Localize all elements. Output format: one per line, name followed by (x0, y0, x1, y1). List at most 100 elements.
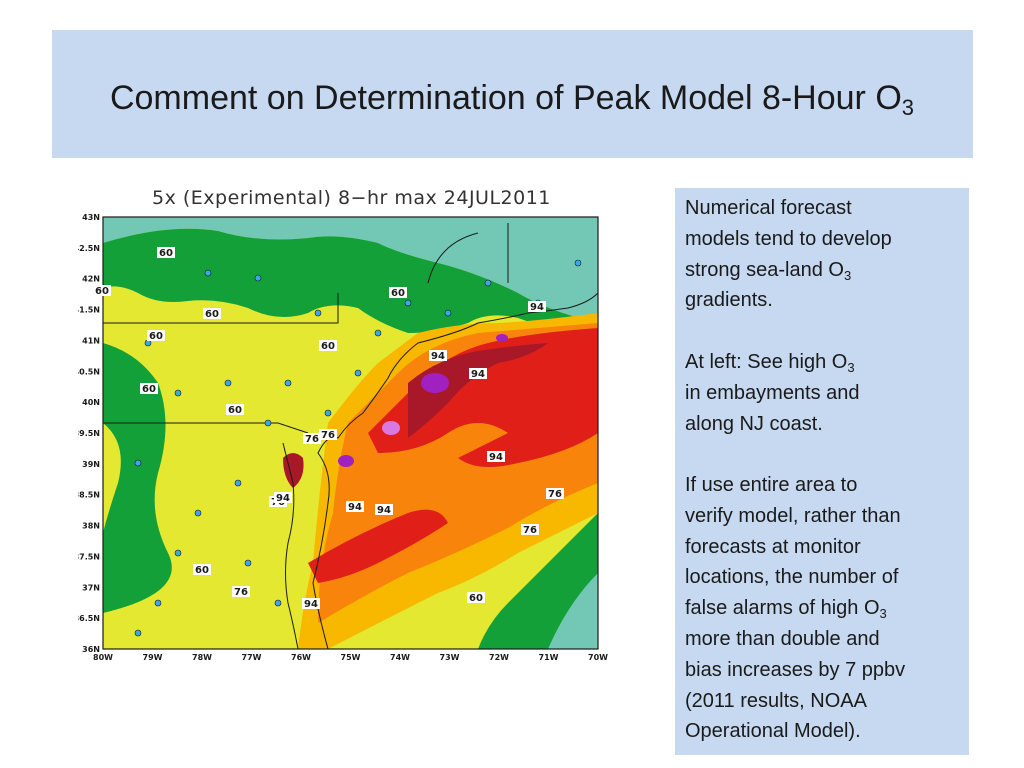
contour-label-bg (232, 586, 250, 597)
lat-label: 38N (82, 522, 100, 531)
contour-label-bg (193, 564, 211, 575)
lat-label: 39.5N (78, 429, 100, 438)
lon-label: 77W (242, 653, 262, 662)
lon-label: 76W (291, 653, 311, 662)
lat-label: 37N (82, 583, 100, 592)
subscript: 3 (847, 360, 855, 375)
p1-line: Numerical forecast (685, 197, 852, 219)
contour-label-bg (389, 287, 407, 298)
contour-label-bg (302, 598, 320, 609)
slide-title-text: Comment on Determination of Peak Model 8… (109, 79, 902, 117)
lat-label: 42.5N (78, 244, 100, 253)
contour-label: 76 (523, 525, 537, 536)
subscript: 3 (843, 267, 852, 283)
lon-label: 73W (440, 653, 460, 662)
contour-label-bg (528, 301, 546, 312)
lat-label: 36N (82, 645, 100, 654)
contour-label-bg (346, 501, 364, 512)
contour-label-bg (303, 433, 321, 444)
contour-label: 94 (276, 493, 290, 504)
slide-title: Comment on Determination of Peak Model 8… (0, 78, 1024, 128)
lat-label: 43N (82, 213, 100, 222)
contour-label-bg (319, 340, 337, 351)
contour-label: 60 (95, 286, 109, 297)
p3-line: Operational Model). (685, 720, 861, 743)
contour-label: 60 (228, 405, 242, 416)
p1-line: strong sea-land O (685, 258, 844, 281)
ozone-forecast-map: 43N 42.5N 42N 41.5N 41N 40.5N 40N 39.5N 39N 38.5N… (78, 213, 608, 662)
contour-label: 76 (234, 587, 248, 598)
contour-label-bg (203, 308, 221, 319)
contour-label: 94 (377, 505, 391, 516)
lat-label: 42N (82, 275, 100, 284)
contour-label: 76 (305, 434, 319, 445)
title-band (52, 30, 973, 158)
contour-label-bg (375, 504, 393, 515)
lat-label: 40N (82, 398, 100, 407)
contour-label-bg (469, 368, 487, 379)
contour-label: 60 (391, 288, 405, 299)
p3-line: If use entire area to (685, 474, 858, 496)
lon-label: 74W (390, 653, 410, 662)
contour-label: 94 (471, 369, 485, 380)
contour-label: 60 (195, 565, 209, 576)
contour-label-bg (467, 592, 485, 603)
p3-line: more than double and (685, 627, 880, 650)
subscript: 3 (879, 606, 887, 622)
lat-label: 41N (82, 336, 100, 345)
contour-label: 60 (205, 309, 219, 320)
p2-line: along NJ coast. (685, 412, 823, 435)
contour-label: 76 (548, 489, 562, 500)
lat-label: 37.5N (78, 552, 100, 561)
lon-label: 75W (341, 653, 361, 662)
slide-title-subscript: 3 (901, 95, 915, 120)
contour-label-bg (546, 488, 564, 499)
contour-label: 94 (530, 302, 544, 313)
contour-label: 60 (149, 331, 163, 342)
lon-label: 72W (489, 653, 509, 662)
contour-label: 94 (489, 452, 503, 463)
contour-label-bg (157, 247, 175, 258)
contour-label-bg (147, 330, 165, 341)
latitude-labels: 43N 42.5N 42N 41.5N 41N 40.5N 40N 39.5N 39N 38.5N… (78, 213, 100, 654)
p2-line: in embayments and (685, 381, 860, 404)
contour-label-bg (487, 451, 505, 462)
paragraph-3: If use entire area to verify model, rath… (685, 470, 965, 747)
contour-label-bg (274, 492, 292, 503)
p1-line: models tend to develop (685, 227, 892, 250)
lat-label: 38.5N (78, 491, 100, 500)
paragraph-2: At left: See high O3 in embayments and a… (685, 347, 965, 439)
contour-label: 60 (321, 341, 335, 352)
lat-label: 39N (82, 460, 100, 469)
p3-line: (2011 results, NOAA (685, 689, 867, 712)
p3-line: verify model, rather than (685, 504, 901, 527)
contour-label: 60 (159, 248, 173, 259)
contour-label-bg (93, 285, 111, 296)
lat-label: 36.5N (78, 614, 100, 623)
lon-label: 70W (588, 653, 608, 662)
text-panel (675, 188, 969, 755)
contour-label: 60 (142, 384, 156, 395)
contour-label: 76 (321, 430, 335, 441)
p3-line: locations, the number of (685, 566, 899, 589)
lat-label: 41.5N (78, 306, 100, 315)
contour-label-bg (140, 383, 158, 394)
longitude-labels: 80W 79W 78W 77W 76W 75W 74W 73W 72W 71W 70W (93, 653, 608, 662)
contour-label: 94 (431, 351, 445, 362)
contour-labels: 6060606060606060606076767676767694949494… (93, 247, 564, 610)
p3-line: bias increases by 7 ppbv (685, 658, 906, 681)
lon-label: 71W (539, 653, 559, 662)
p3-line: forecasts at monitor (685, 535, 861, 558)
contour-label: 94 (348, 502, 362, 513)
lon-label: 80W (93, 653, 113, 662)
lon-label: 78W (192, 653, 212, 662)
boundaries (103, 223, 598, 649)
paragraph-1: Numerical forecast models tend to develo… (685, 193, 965, 316)
lon-label: 79W (143, 653, 163, 662)
map-title: 5x (Experimental) 8−hr max 24JUL2011 (152, 187, 551, 209)
contour-label: 60 (469, 593, 483, 604)
p2-line: At left: See high O (685, 351, 848, 373)
map-field (103, 217, 598, 649)
p1-line: gradients. (685, 289, 773, 312)
contour-label: 94 (304, 599, 318, 610)
